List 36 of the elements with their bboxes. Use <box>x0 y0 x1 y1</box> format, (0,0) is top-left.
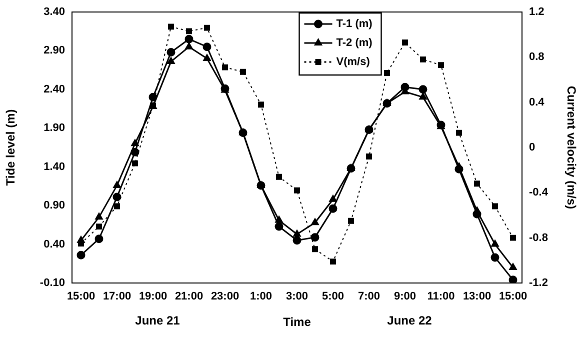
y-tick-label: 0.40 <box>44 238 65 250</box>
legend-label: V(m/s) <box>336 56 370 68</box>
y2-tick-label: -0.4 <box>529 186 549 199</box>
y-tick-label: 1.40 <box>44 160 65 173</box>
x-tick-label: 15:00 <box>498 290 528 303</box>
x-tick-label: 21:00 <box>174 290 204 303</box>
x-axis-title: Time <box>283 315 312 330</box>
y2-tick-label: -0.8 <box>529 232 548 244</box>
legend-label: T-2 (m) <box>336 37 373 50</box>
y2-tick-label: 0 <box>529 142 536 154</box>
x-tick-label: 17:00 <box>102 290 132 303</box>
text: June 21 <box>135 313 180 328</box>
x-tick-label: 5:00 <box>322 290 344 303</box>
y-tick-label: 0.90 <box>44 200 65 212</box>
x-tick-label: 19:00 <box>138 290 168 303</box>
legend-label: T-1 (m) <box>336 18 373 30</box>
y-tick-label: 3.40 <box>44 6 65 18</box>
x-tick-label: 9:00 <box>394 290 416 303</box>
x-tick-label: 11:00 <box>427 290 455 303</box>
x-tick-label: 1:00 <box>250 290 272 303</box>
y2-tick-label: 0.4 <box>529 96 546 108</box>
x-tick-label: 13:00 <box>462 290 492 303</box>
y-tick-label: 2.40 <box>44 83 65 96</box>
y-axis-title: Tide level (m) <box>4 109 18 186</box>
x-tick-label: 23:00 <box>210 290 240 303</box>
y2-tick-label: 1.2 <box>529 6 544 18</box>
y2-axis-title: Current velocity (m/s) <box>564 86 578 210</box>
x-tick-label: 7:00 <box>358 290 380 303</box>
text: June 22 <box>387 313 432 328</box>
y-tick-label: 1.90 <box>44 122 65 134</box>
x-tick-label: 3:00 <box>286 290 308 303</box>
x-tick-label: 15:00 <box>66 290 96 303</box>
y2-tick-label: 0.8 <box>529 51 544 64</box>
y-tick-label: -0.10 <box>40 277 65 290</box>
y-tick-label: 2.90 <box>44 44 65 57</box>
y2-tick-label: -1.2 <box>529 277 548 290</box>
